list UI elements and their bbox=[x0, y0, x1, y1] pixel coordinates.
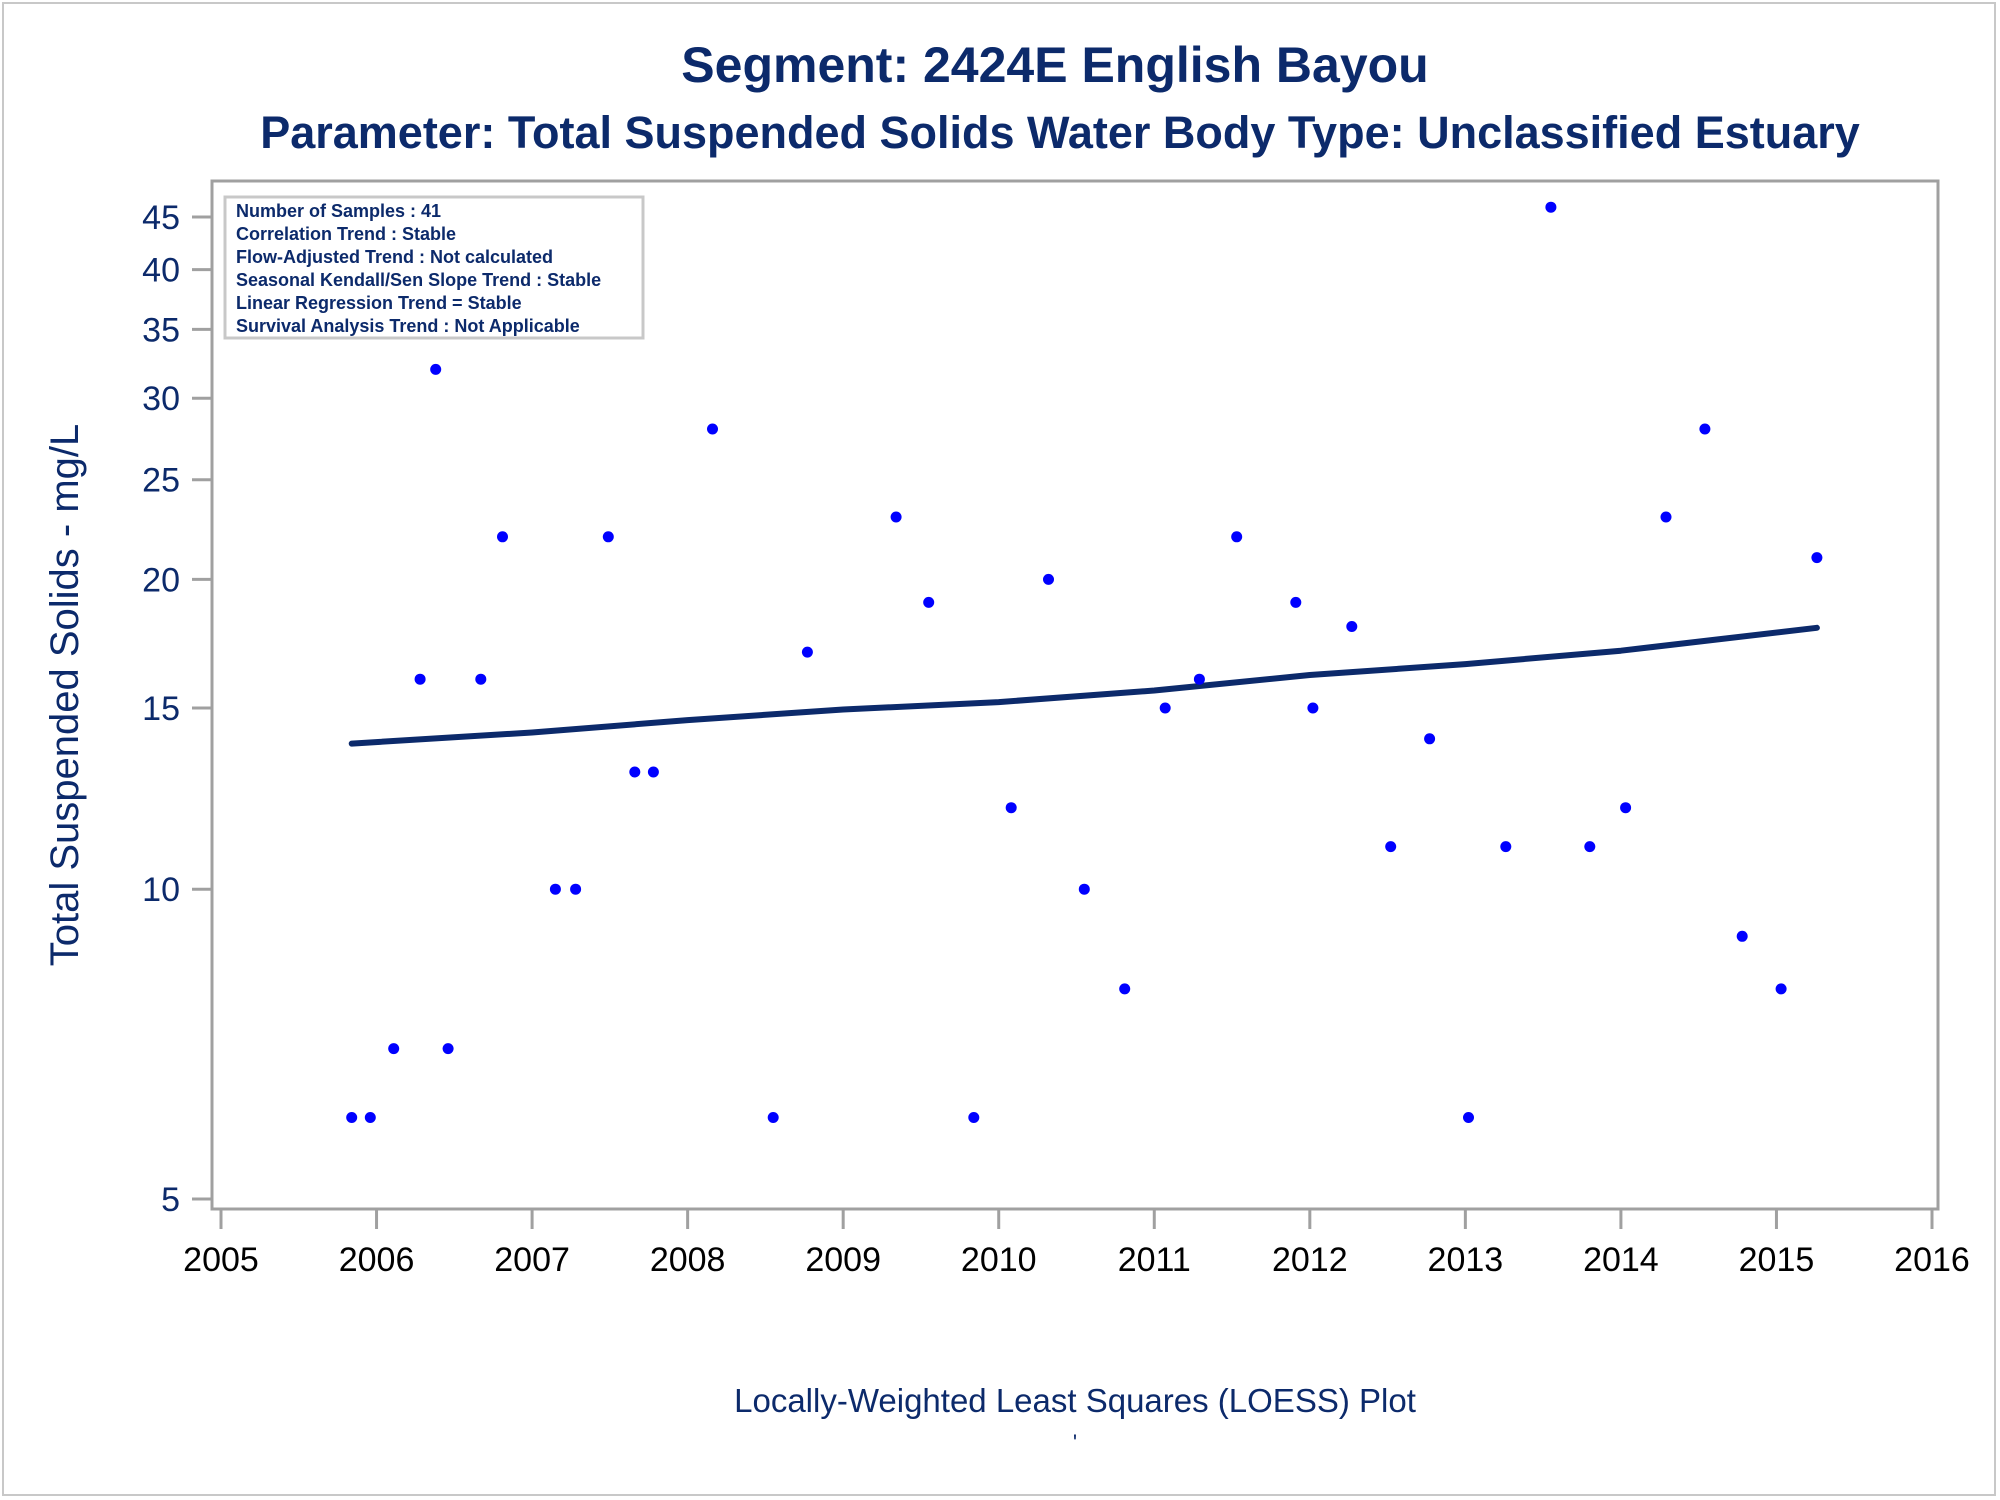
y-tick-label: 10 bbox=[142, 871, 180, 909]
data-point bbox=[1346, 621, 1358, 632]
data-point bbox=[388, 1043, 400, 1055]
data-point bbox=[1660, 511, 1672, 523]
x-tick-label: 2013 bbox=[1428, 1241, 1504, 1279]
x-axis-label: Locally-Weighted Least Squares (LOESS) P… bbox=[734, 1382, 1416, 1419]
info-box: Number of Samples : 41 Correlation Trend… bbox=[223, 195, 645, 340]
data-point bbox=[1424, 733, 1436, 745]
trend-line bbox=[348, 624, 1820, 747]
data-point bbox=[801, 646, 813, 658]
x-tick-label: 2007 bbox=[494, 1241, 570, 1279]
plot-area-frame bbox=[210, 179, 1940, 1211]
data-point bbox=[1545, 201, 1557, 213]
chart-title: Segment: 2424E English Bayou bbox=[681, 37, 1428, 93]
data-point bbox=[414, 673, 426, 685]
data-point bbox=[346, 1112, 358, 1123]
data-point bbox=[1385, 841, 1397, 853]
y-tick-label: 35 bbox=[142, 311, 180, 349]
data-point bbox=[549, 883, 561, 895]
data-point bbox=[1584, 841, 1596, 853]
data-point bbox=[430, 363, 442, 375]
x-tick-label: 2014 bbox=[1583, 1241, 1659, 1279]
info-line-samples: Number of Samples : 41 bbox=[236, 201, 441, 221]
x-tick-label: 2008 bbox=[650, 1241, 726, 1279]
data-point bbox=[602, 531, 614, 543]
info-line-correlation: Correlation Trend : Stable bbox=[236, 224, 456, 244]
y-tick-label: 40 bbox=[142, 252, 180, 290]
info-line-survival: Survival Analysis Trend : Not Applicable bbox=[236, 316, 580, 336]
data-point bbox=[647, 766, 659, 778]
data-point bbox=[442, 1043, 454, 1055]
trend-line-layer bbox=[348, 624, 1820, 747]
data-point bbox=[1620, 802, 1632, 814]
x-tick-label: 2011 bbox=[1118, 1241, 1191, 1279]
data-point bbox=[1078, 883, 1090, 895]
data-point bbox=[1775, 983, 1787, 995]
data-point bbox=[629, 766, 641, 778]
data-point bbox=[1736, 930, 1748, 942]
data-point bbox=[1119, 983, 1131, 995]
data-point bbox=[1005, 802, 1017, 814]
data-point bbox=[1231, 531, 1243, 543]
data-point bbox=[1193, 673, 1205, 685]
info-line-seasonal-kendall: Seasonal Kendall/Sen Slope Trend : Stabl… bbox=[236, 270, 601, 290]
y-axis-label: Total Suspended Solids - mg/L bbox=[43, 424, 87, 967]
footnote-mark: ' bbox=[1073, 1430, 1077, 1455]
data-point bbox=[570, 883, 582, 895]
x-tick-label: 2005 bbox=[183, 1241, 259, 1279]
data-point bbox=[1463, 1112, 1474, 1123]
data-point bbox=[497, 531, 508, 543]
data-point bbox=[1159, 702, 1171, 714]
y-tick-label: 25 bbox=[142, 462, 180, 500]
x-tick-label: 2015 bbox=[1739, 1241, 1815, 1279]
data-point bbox=[707, 423, 718, 435]
info-line-linear-regression: Linear Regression Trend = Stable bbox=[236, 293, 522, 313]
data-point bbox=[1307, 702, 1319, 714]
y-axis: 5 10 15 20 25 30 35 40 45 bbox=[142, 199, 212, 1219]
data-point bbox=[968, 1112, 980, 1123]
x-tick-label: 2006 bbox=[339, 1241, 415, 1279]
data-point bbox=[767, 1112, 779, 1123]
data-point bbox=[1043, 573, 1054, 585]
x-axis: 2005 2006 2007 2008 2009 2010 2011 2012 2013 2014… bbox=[183, 1209, 1970, 1279]
data-point bbox=[1699, 423, 1711, 435]
data-point bbox=[1811, 552, 1823, 564]
data-point bbox=[890, 511, 902, 523]
data-point bbox=[1500, 841, 1512, 853]
info-line-flow-adjusted: Flow-Adjusted Trend : Not calculated bbox=[236, 247, 553, 267]
x-tick-label: 2012 bbox=[1272, 1241, 1348, 1279]
data-points-layer bbox=[346, 201, 1823, 1123]
x-tick-label: 2016 bbox=[1894, 1241, 1970, 1279]
data-point bbox=[1290, 596, 1302, 608]
x-tick-label: 2009 bbox=[805, 1241, 881, 1279]
chart-subtitle: Parameter: Total Suspended Solids Water … bbox=[260, 107, 1860, 158]
x-tick-label: 2010 bbox=[961, 1241, 1037, 1279]
y-tick-label: 30 bbox=[142, 380, 180, 418]
data-point bbox=[923, 596, 935, 608]
y-tick-label: 45 bbox=[142, 199, 180, 237]
y-tick-label: 20 bbox=[142, 561, 180, 599]
y-tick-label: 15 bbox=[142, 690, 180, 728]
info-box-border bbox=[223, 195, 645, 340]
data-point bbox=[364, 1112, 376, 1123]
y-tick-label: 5 bbox=[161, 1181, 180, 1219]
data-point bbox=[475, 673, 487, 685]
